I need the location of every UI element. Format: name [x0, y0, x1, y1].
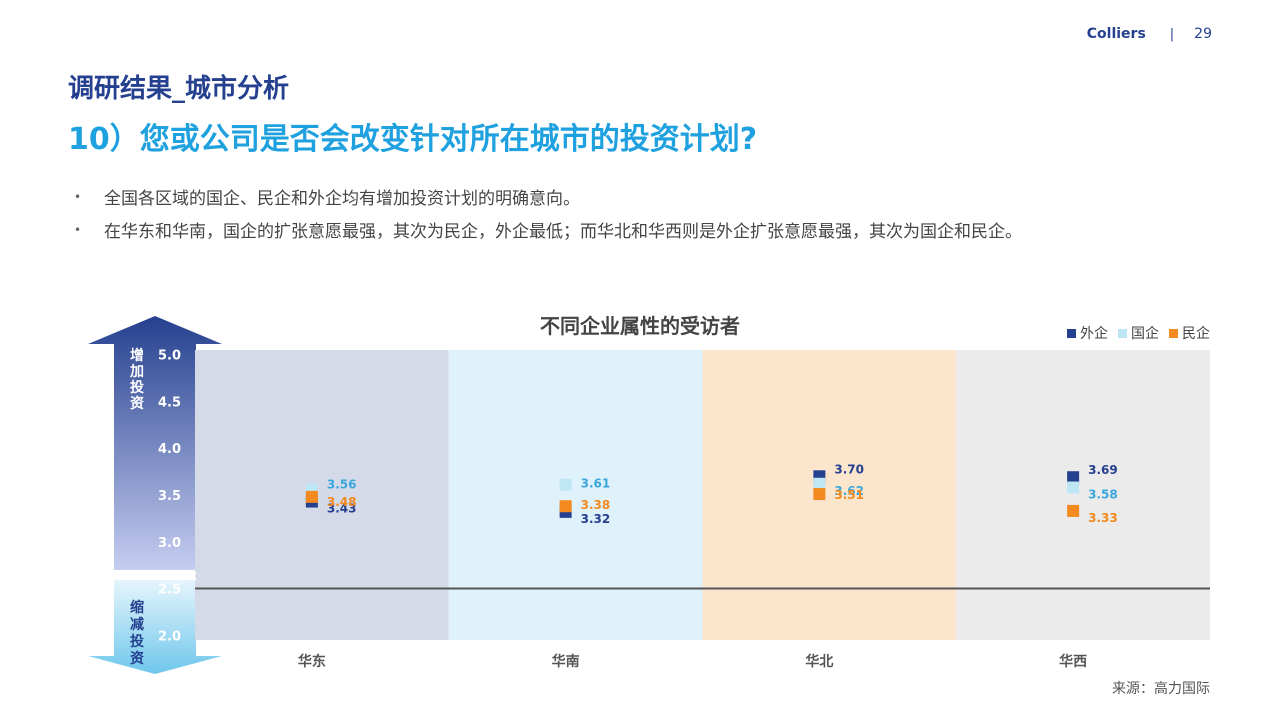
data-label-private: 3.51	[834, 488, 864, 502]
category-panel	[956, 350, 1210, 640]
bullet-list: • 全国各区域的国企、民企和外企均有增加投资计划的明确意向。 • 在华东和华南，国企…	[74, 180, 1022, 246]
data-label-state: 3.56	[327, 477, 357, 491]
arrow-gap	[114, 572, 196, 575]
legend-item-state: 国企	[1118, 323, 1159, 343]
question-title: 10）您或公司是否会改变针对所在城市的投资计划?	[68, 122, 758, 157]
category-panel	[702, 350, 957, 640]
data-point-private	[305, 490, 318, 503]
arrow-up-label-char: 增	[130, 347, 144, 364]
legend-swatch-private	[1169, 328, 1178, 338]
legend-item-private: 民企	[1169, 323, 1210, 343]
x-category-label: 华南	[552, 653, 580, 670]
data-label-state: 3.61	[581, 477, 611, 491]
data-label-private: 3.38	[581, 498, 611, 512]
legend-item-foreign: 外企	[1067, 323, 1108, 343]
data-label-private: 3.33	[1088, 511, 1118, 525]
bullet-text: 在华东和华南，国企的扩张意愿最强，其次为民企，外企最低；而华北和华西则是外企扩张…	[104, 222, 1022, 242]
y-tick-label: 4.0	[158, 442, 181, 457]
data-point-state	[559, 478, 572, 491]
brand-name: Colliers	[1086, 26, 1146, 42]
arrow-up-label-char: 资	[130, 395, 144, 412]
page-header: Colliers | 29	[1087, 26, 1212, 42]
data-label-state: 3.62	[834, 484, 864, 498]
header-separator: |	[1169, 26, 1175, 42]
source-note: 来源：高力国际	[1112, 681, 1210, 697]
y-tick-label: 2.0	[158, 629, 181, 644]
x-category-label: 华北	[805, 653, 833, 670]
chart-title: 不同企业属性的受访者	[540, 314, 740, 338]
arrow-down-label-char: 资	[130, 650, 144, 667]
data-point-private	[559, 500, 572, 513]
data-label-state: 3.58	[1088, 488, 1118, 502]
x-category-label: 华西	[1059, 653, 1087, 670]
arrow-up-label-char: 投	[130, 380, 144, 396]
arrow-up-shape	[88, 316, 222, 570]
arrow-down-shape	[88, 580, 222, 674]
section-title: 调研结果_城市分析	[68, 74, 290, 104]
data-point-private	[813, 488, 826, 501]
data-point-foreign	[1067, 471, 1080, 484]
legend-swatch-foreign	[1067, 328, 1076, 338]
arrow-gap	[114, 577, 196, 580]
legend-swatch-state	[1118, 328, 1127, 338]
legend-label: 民企	[1182, 326, 1210, 342]
arrow-down-label-char: 缩	[130, 599, 144, 616]
y-tick-label: 2.5	[158, 583, 181, 598]
data-label-private: 3.48	[327, 495, 357, 509]
chart-legend: 外企 国企 民企	[1067, 323, 1210, 343]
page-number: 29	[1194, 26, 1212, 42]
category-panel	[195, 350, 449, 640]
data-point-state	[813, 477, 826, 490]
bullet-text: 全国各区域的国企、民企和外企均有增加投资计划的明确意向。	[104, 189, 580, 209]
data-label-foreign: 3.70	[834, 462, 864, 476]
legend-label: 国企	[1131, 326, 1159, 342]
x-category-label: 华东	[298, 653, 326, 670]
data-point-private	[1067, 504, 1080, 517]
bullet-dot-icon: •	[74, 222, 82, 237]
axis-arrow	[88, 316, 222, 674]
y-tick-label: 3.5	[158, 489, 181, 504]
data-point-state	[1067, 481, 1080, 494]
data-label-foreign: 3.32	[581, 512, 611, 526]
arrow-down-label-char: 投	[130, 634, 144, 650]
arrow-down-label-char: 减	[130, 616, 144, 633]
data-label-foreign: 3.69	[1088, 463, 1118, 477]
y-tick-label: 4.5	[158, 395, 181, 410]
legend-label: 外企	[1080, 326, 1108, 342]
bullet-item: • 在华东和华南，国企的扩张意愿最强，其次为民企，外企最低；而华北和华西则是外企扩…	[74, 213, 1022, 246]
data-label-foreign: 3.43	[327, 502, 357, 516]
y-tick-label: 3.0	[158, 536, 181, 551]
bullet-dot-icon: •	[74, 189, 82, 204]
y-tick-label: 5.0	[158, 349, 181, 364]
arrow-up-label-char: 加	[129, 364, 144, 380]
category-panel	[448, 350, 703, 640]
bullet-item: • 全国各区域的国企、民企和外企均有增加投资计划的明确意向。	[74, 180, 1022, 213]
